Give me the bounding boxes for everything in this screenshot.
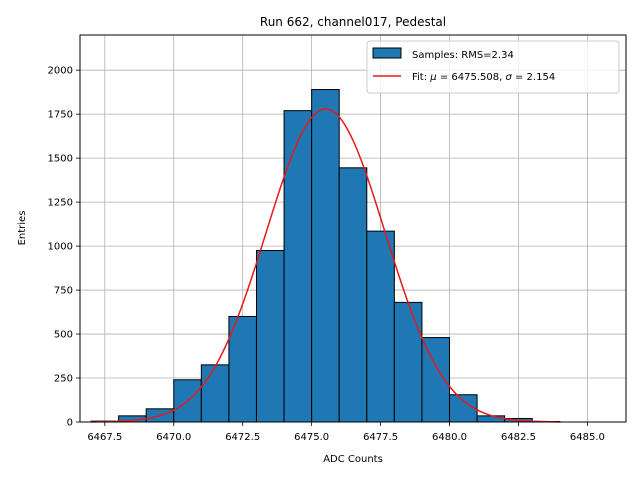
legend-label-fit: Fit: μ = 6475.508, σ = 2.154: [412, 72, 555, 83]
legend-fit-mu-symbol: μ: [429, 72, 436, 83]
histogram-bar: [476, 415, 506, 423]
legend-fit-sigma-value: = 2.154: [512, 72, 555, 83]
fit-curve-group: [91, 108, 560, 423]
x-tick-label: 6485.0: [570, 432, 605, 443]
legend-swatch-samples: [372, 47, 402, 59]
x-axis-label: ADC Counts: [323, 454, 383, 465]
histogram-bar: [255, 249, 285, 423]
legend: Samples: RMS=2.34 Fit: μ = 6475.508, σ =…: [366, 40, 620, 94]
fit-curve: [91, 108, 560, 423]
histogram-bar: [200, 364, 230, 423]
y-tick-label: 1250: [48, 198, 73, 209]
y-tick-label: 750: [54, 286, 73, 297]
chart-title: Run 662, channel017, Pedestal: [260, 15, 446, 29]
y-tick-label: 500: [54, 330, 73, 341]
histogram-bar: [366, 230, 395, 423]
x-tick-label: 6472.5: [225, 432, 260, 443]
y-axis-label: Entries: [17, 211, 28, 246]
x-tick-label: 6467.5: [87, 432, 122, 443]
x-tick-label: 6477.5: [363, 432, 398, 443]
legend-label-samples: Samples: RMS=2.34: [412, 50, 514, 61]
y-tick-label: 1000: [48, 242, 73, 253]
legend-box: [366, 40, 620, 94]
plot-frame: [79, 34, 627, 423]
legend-fit-sigma-symbol: σ: [505, 72, 512, 83]
histogram-bar: [228, 315, 257, 423]
y-tick-label: 2000: [48, 66, 73, 77]
y-tick-label: 250: [54, 374, 73, 385]
x-tick-label: 6482.5: [501, 432, 536, 443]
x-tick-label: 6480.0: [432, 432, 467, 443]
y-tick-label: 1750: [48, 110, 73, 121]
x-axis-ticks: 6467.5 6470.0 6472.5 6475.0 6477.5 6480.0 6482…: [87, 422, 605, 443]
histogram-bar: [283, 110, 313, 423]
x-tick-label: 6475.0: [294, 432, 329, 443]
y-axis-ticks: 0 250 500 750 1000 1250 1500 1750 2000: [48, 66, 80, 429]
x-tick-label: 6470.0: [156, 432, 191, 443]
legend-fit-prefix: Fit:: [412, 72, 430, 83]
legend-fit-mu-value: = 6475.508,: [437, 72, 506, 83]
y-tick-label: 1500: [48, 154, 73, 165]
histogram-bar: [311, 89, 340, 423]
histogram-bar: [338, 167, 368, 423]
y-tick-label: 0: [67, 418, 73, 429]
histogram-bar: [393, 301, 423, 423]
